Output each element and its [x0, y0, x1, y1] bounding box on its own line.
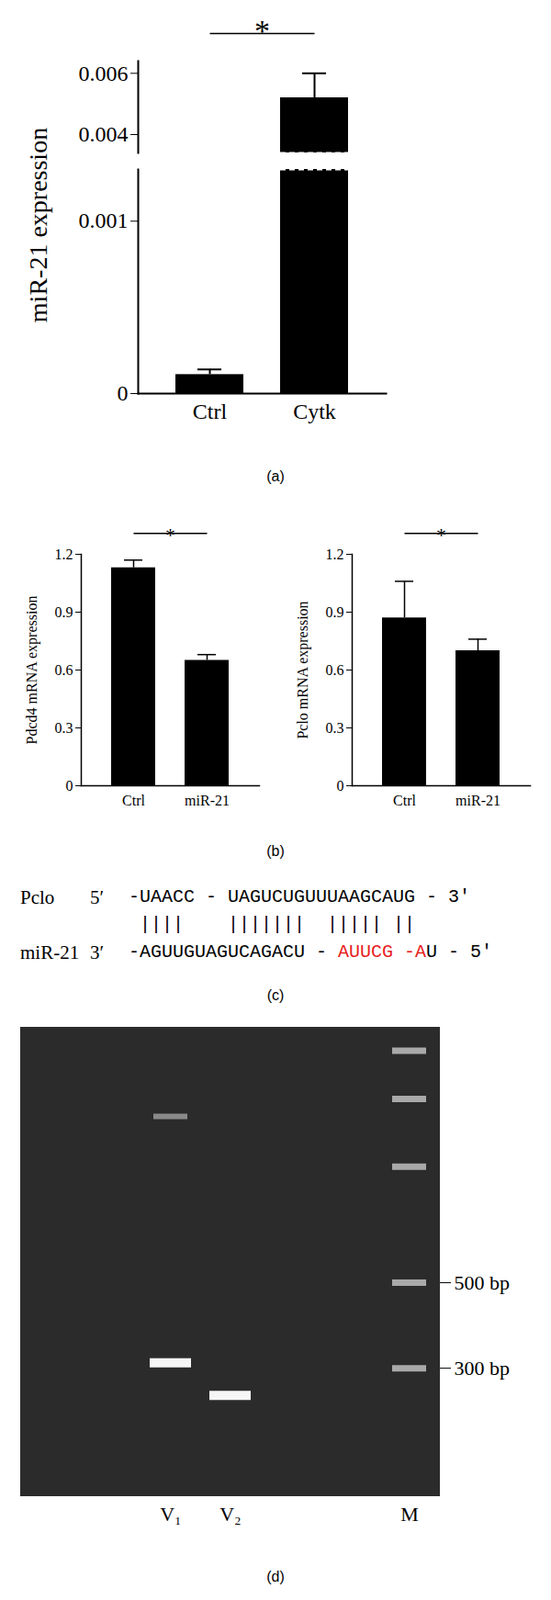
html-text:-UAACC - UAGUCUGUUUAAGCAUG - 3: -UAACC - UAGUCUGUUUAAGCAUG - 3′ — [128, 886, 471, 908]
html-text:Pclo: Pclo — [20, 886, 55, 909]
html-text:(a): (a) — [266, 468, 285, 484]
svg-text:0.6: 0.6 — [326, 662, 345, 678]
svg-text:*: * — [436, 523, 447, 547]
svg-text:0.6: 0.6 — [55, 662, 74, 678]
svg-text:0.006: 0.006 — [78, 61, 129, 86]
svg-text:Cytk: Cytk — [292, 399, 337, 424]
svg-text:0: 0 — [337, 777, 345, 794]
html-text:(b): (b) — [266, 843, 285, 859]
svg-text:Pclo mRNA expression: Pclo mRNA expression — [294, 600, 312, 739]
svg-text:0: 0 — [117, 381, 129, 405]
svg-text:0.9: 0.9 — [55, 604, 74, 620]
svg-text:miR-21: miR-21 — [455, 792, 501, 809]
svg-text:0: 0 — [66, 777, 74, 794]
svg-text:0.9: 0.9 — [326, 604, 345, 620]
html-text:miR-21: miR-21 — [20, 941, 80, 964]
svg-text:300 bp: 300 bp — [454, 1356, 511, 1380]
svg-text:Ctrl: Ctrl — [192, 399, 228, 424]
svg-text:500 bp: 500 bp — [454, 1270, 511, 1294]
svg-text:M: M — [400, 1502, 419, 1526]
svg-text:V₁: V₁ — [159, 1502, 182, 1526]
svg-text:0.001: 0.001 — [78, 208, 129, 233]
svg-text:1.2: 1.2 — [326, 546, 345, 563]
svg-text:0.004: 0.004 — [78, 122, 129, 147]
svg-text:*: * — [254, 13, 270, 48]
html-text:(c): (c) — [266, 987, 285, 1003]
svg-text:miR-21: miR-21 — [184, 792, 230, 809]
svg-text:0.3: 0.3 — [326, 719, 345, 736]
html-text:miR-21 expression: miR-21 expression — [23, 127, 53, 323]
svg-text:Ctrl: Ctrl — [393, 792, 417, 809]
svg-text:0.3: 0.3 — [55, 719, 74, 736]
html-text:(d): (d) — [266, 1568, 285, 1585]
svg-text:*: * — [165, 523, 176, 547]
html-text:5′: 5′ — [89, 886, 104, 909]
svg-text:V₂: V₂ — [219, 1502, 242, 1526]
svg-text:1.2: 1.2 — [55, 546, 74, 563]
svg-text:Pdcd4 mRNA expression: Pdcd4 mRNA expression — [23, 595, 41, 745]
html-text:-AGUUGUAGUCAGACU - AUUCG -A U: -AGUUGUAGUCAGACU - AUUCG -A U - 5′ — [128, 941, 493, 963]
svg-text:Ctrl: Ctrl — [122, 792, 146, 809]
html-text:3′: 3′ — [89, 941, 104, 964]
